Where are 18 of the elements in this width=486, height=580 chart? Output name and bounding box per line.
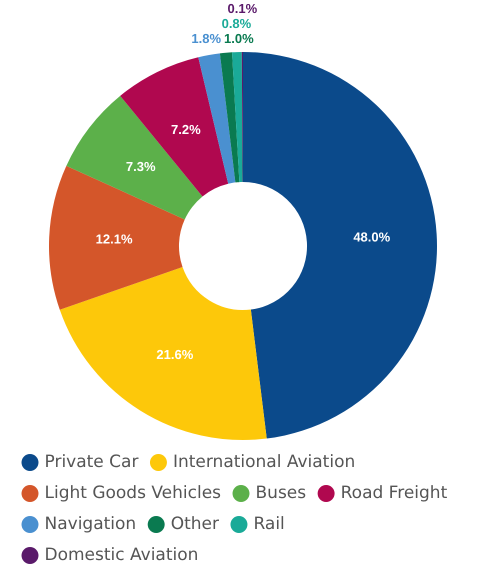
legend-label: Rail	[253, 514, 285, 534]
legend-label: Navigation	[44, 514, 136, 534]
data-label: 0.8%	[222, 16, 252, 31]
legend-label: Road Freight	[340, 482, 448, 503]
data-label: 12.1%	[96, 232, 133, 247]
legend-label: Light Goods Vehicles	[44, 482, 222, 503]
data-label: 0.1%	[228, 0, 258, 16]
legend-label: Private Car	[44, 452, 138, 472]
data-label: 1.0%	[224, 30, 254, 46]
data-label: 7.2%	[171, 122, 202, 137]
data-label: 21.6%	[156, 347, 194, 362]
legend-label: Domestic Aviation	[44, 544, 198, 565]
legend-label: Other	[170, 514, 219, 534]
data-label: 48.0%	[353, 230, 391, 245]
data-label: 1.8%	[191, 30, 222, 46]
legend-label: Buses	[256, 482, 306, 503]
data-label: 7.3%	[126, 158, 156, 174]
legend-label: International Aviation	[172, 452, 356, 472]
